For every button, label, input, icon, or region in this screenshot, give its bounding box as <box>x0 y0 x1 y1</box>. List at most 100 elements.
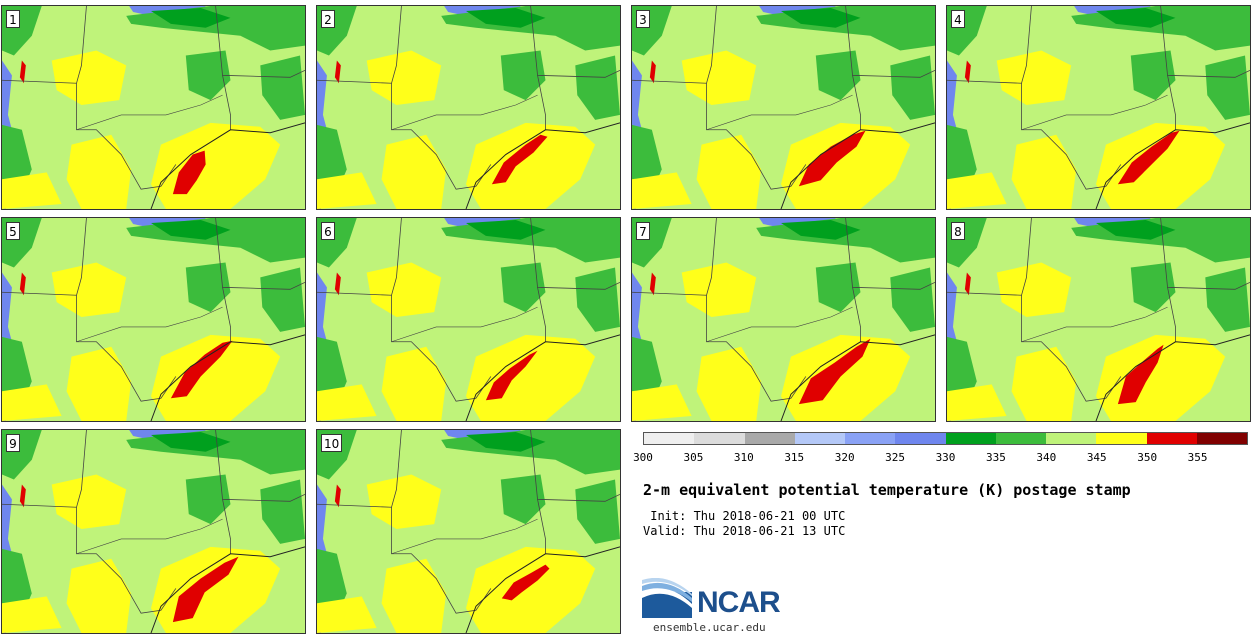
warm-area-southwest <box>67 559 132 633</box>
colorbar-tick-label: 335 <box>986 451 1006 464</box>
warm-area-southwest <box>697 135 762 209</box>
warm-area-southwest <box>1012 135 1077 209</box>
colorbar-swatch-7 <box>996 433 1046 444</box>
warm-area-north <box>997 51 1072 105</box>
warm-area-southwest <box>67 347 132 421</box>
colorbar-swatch-8 <box>1046 433 1096 444</box>
colorbar-tick-label: 330 <box>936 451 956 464</box>
warm-area-gulf <box>466 335 595 421</box>
map-7 <box>632 218 935 421</box>
colorbar-ticks: 300 305 310 315 320 325 330 335 340 345 350 355 <box>643 451 1248 465</box>
eastern-moist-region <box>260 268 305 332</box>
member-number: 10 <box>321 434 342 452</box>
colorbar-tick-label: 320 <box>835 451 855 464</box>
member-panel-8: 8 <box>946 217 1251 422</box>
warm-area-north <box>682 51 757 105</box>
warm-area-southwest <box>1012 347 1077 421</box>
colorbar-swatch-3 <box>795 433 845 444</box>
eastern-moist-region <box>890 268 935 332</box>
colorbar-tick-label: 340 <box>1036 451 1056 464</box>
high-theta-e-spot <box>20 272 26 295</box>
map-5 <box>2 218 305 421</box>
colorbar-swatch-5 <box>895 433 945 444</box>
high-theta-e-spot <box>335 272 341 295</box>
colorbar-tick-label: 325 <box>885 451 905 464</box>
warm-area-north <box>367 475 442 529</box>
warm-area-southwest <box>382 347 447 421</box>
colorbar-swatch-9 <box>1096 433 1146 444</box>
colorbar <box>643 432 1248 445</box>
eastern-moist-region <box>890 56 935 120</box>
map-6 <box>317 218 620 421</box>
warm-area-gulf <box>466 123 595 209</box>
warm-area-north <box>52 263 127 317</box>
colorbar-tick-label: 305 <box>683 451 703 464</box>
member-panel-10: 10 <box>316 429 621 634</box>
colorbar-tick-label: 310 <box>734 451 754 464</box>
colorbar-tick-label: 315 <box>784 451 804 464</box>
member-number: 7 <box>636 222 650 240</box>
member-number: 6 <box>321 222 335 240</box>
plot-title: 2-m equivalent potential temperature (K)… <box>643 481 1131 499</box>
colorbar-swatch-4 <box>845 433 895 444</box>
eastern-moist-region <box>575 480 620 544</box>
eastern-moist-region <box>575 268 620 332</box>
eastern-moist-region <box>1205 268 1250 332</box>
member-number: 1 <box>6 10 20 28</box>
colorbar-tick-label: 345 <box>1087 451 1107 464</box>
eastern-moist-region <box>575 56 620 120</box>
high-theta-e-spot <box>335 60 341 83</box>
eastern-moist-region <box>1205 56 1250 120</box>
colorbar-swatch-11 <box>1197 433 1247 444</box>
member-panel-1: 1 <box>1 5 306 210</box>
map-1 <box>2 6 305 209</box>
eastern-moist-region <box>260 480 305 544</box>
member-panel-6: 6 <box>316 217 621 422</box>
ncar-logo-text: NCAR <box>697 586 780 620</box>
warm-area-north <box>367 263 442 317</box>
map-3 <box>632 6 935 209</box>
high-theta-e-spot <box>965 60 971 83</box>
colorbar-tick-label: 350 <box>1137 451 1157 464</box>
colorbar-swatch-0 <box>644 433 694 444</box>
map-10 <box>317 430 620 633</box>
member-panel-9: 9 <box>1 429 306 634</box>
eastern-moist-region <box>260 56 305 120</box>
warm-area-north <box>52 475 127 529</box>
valid-time: Valid: Thu 2018-06-21 13 UTC <box>643 524 845 538</box>
colorbar-tick-label: 300 <box>633 451 653 464</box>
colorbar-swatch-2 <box>745 433 795 444</box>
warm-area-north <box>367 51 442 105</box>
colorbar-tick-label: 355 <box>1188 451 1208 464</box>
member-panel-7: 7 <box>631 217 936 422</box>
warm-area-southwest <box>697 347 762 421</box>
colorbar-swatch-1 <box>694 433 744 444</box>
warm-area-gulf <box>151 123 280 209</box>
warm-area-southwest <box>382 135 447 209</box>
warm-area-north <box>997 263 1072 317</box>
member-number: 8 <box>951 222 965 240</box>
high-theta-e-spot <box>20 484 26 507</box>
member-number: 2 <box>321 10 335 28</box>
member-panel-4: 4 <box>946 5 1251 210</box>
high-theta-e-spot <box>20 60 26 83</box>
colorbar-swatch-6 <box>946 433 996 444</box>
warm-area-north <box>52 51 127 105</box>
map-9 <box>2 430 305 633</box>
member-number: 5 <box>6 222 20 240</box>
member-number: 9 <box>6 434 20 452</box>
warm-area-gulf <box>466 547 595 633</box>
high-theta-e-spot <box>335 484 341 507</box>
warm-area-gulf <box>151 547 280 633</box>
warm-area-gulf <box>781 123 910 209</box>
member-panel-5: 5 <box>1 217 306 422</box>
warm-area-southwest <box>67 135 132 209</box>
member-number: 3 <box>636 10 650 28</box>
member-number: 4 <box>951 10 965 28</box>
warm-area-gulf <box>781 335 910 421</box>
high-theta-e-spot <box>650 272 656 295</box>
init-time: Init: Thu 2018-06-21 00 UTC <box>643 509 845 523</box>
member-panel-2: 2 <box>316 5 621 210</box>
map-2 <box>317 6 620 209</box>
map-4 <box>947 6 1250 209</box>
